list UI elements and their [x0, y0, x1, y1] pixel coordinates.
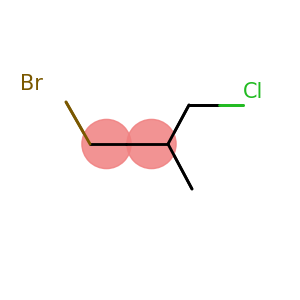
Text: Br: Br — [20, 74, 42, 94]
Circle shape — [82, 119, 131, 169]
Circle shape — [127, 119, 176, 169]
Text: Cl: Cl — [243, 82, 263, 101]
